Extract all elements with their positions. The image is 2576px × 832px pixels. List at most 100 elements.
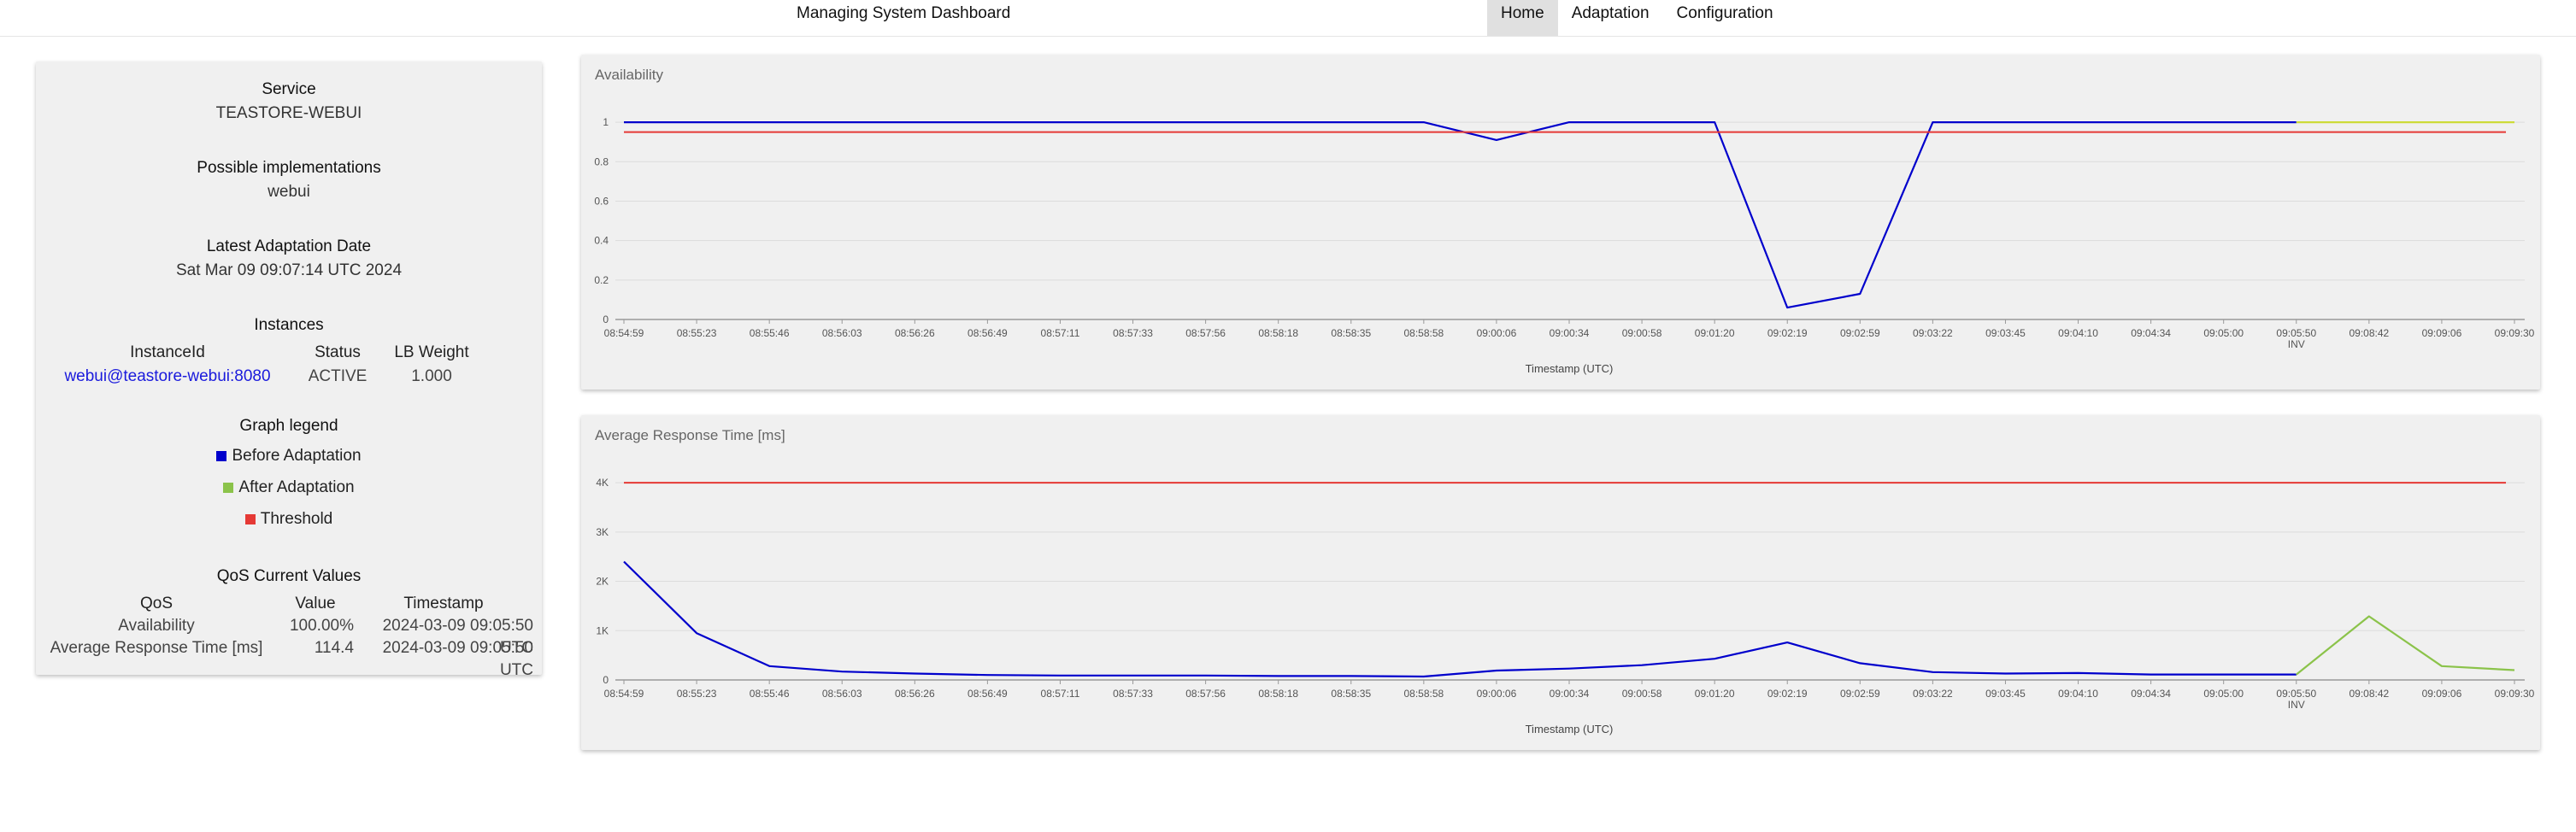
x-tick-sublabel: INV [2288,699,2305,711]
qos-timestamp: 2024-03-09 09:05:50 UTC [382,639,533,679]
legend-swatch-after [223,483,234,493]
x-tick-label: 08:57:11 [1041,688,1080,700]
app-title: Managing System Dashboard [797,4,1011,22]
series-line-before-adaptation [623,560,2297,678]
y-tick-label: 0 [603,674,609,686]
x-tick-label: 08:56:49 [967,327,1008,339]
x-tick-sublabel: INV [2288,338,2305,350]
qos-title: QoS Current Values [216,567,362,585]
instance-weight: 1.000 [411,367,452,385]
x-tick-label: 08:57:56 [1185,688,1226,700]
nav-home[interactable]: Home [1487,0,1558,36]
x-tick-label: 08:57:33 [1113,327,1153,339]
x-axis-title: Timestamp (UTC) [1526,723,1614,735]
instance-status: ACTIVE [308,367,368,385]
instance-link[interactable]: webui@teastore-webui:8080 [64,367,271,385]
availability-chart-card: Availability 0 0.2 0.4 0.6 0.8 1 08:54:59 08:55… [581,55,2540,390]
x-tick-label: 09:04:34 [2131,327,2171,339]
x-tick-label: 08:56:49 [967,688,1008,700]
x-tick-label: 09:03:22 [1913,688,1953,700]
y-tick-label: 0.4 [594,235,609,247]
x-tick-label: 09:01:20 [1695,688,1735,700]
x-tick-label: 09:05:50 [2276,688,2316,700]
x-axis-title: Timestamp (UTC) [1526,362,1614,375]
x-tick-label: 09:09:06 [2422,688,2462,700]
x-tick-label: 09:05:00 [2203,327,2244,339]
x-tick-label: 08:56:26 [895,688,935,700]
instances-title-wrap: Instances [36,316,542,335]
x-tick-label: 09:00:58 [1622,327,1662,339]
qos-header-timestamp: Timestamp [403,595,484,612]
x-tick-label: 08:55:46 [750,688,790,700]
series-line-before-adaptation [624,121,2297,309]
instances-title: Instances [254,316,324,334]
x-tick-label: 08:58:18 [1258,327,1298,339]
service-section: Service TEASTORE-WEBUI [36,80,542,123]
x-tick-label: 09:04:10 [2058,327,2098,339]
instances-table: InstanceId Status LB Weight webui@teasto… [36,343,542,386]
instance-id-cell: webui@teastore-webui:8080 [36,367,299,386]
y-tick-label: 1 [603,116,609,128]
legend-label-threshold: Threshold [260,510,333,528]
x-tick-label: 09:04:34 [2131,688,2171,700]
x-tick-label: 08:54:59 [604,327,644,339]
legend-title: Graph legend [239,417,338,435]
x-tick-label: 09:05:50 [2276,327,2316,339]
qos-header-name: QoS [139,595,173,612]
response-time-chart-card: Average Response Time [ms] 0 1K 2K 3K 4K 08:5… [581,415,2540,750]
x-tick-label: 08:56:03 [822,327,862,339]
qos-header-value: Value [295,595,336,612]
x-tick-label: 08:55:46 [750,327,790,339]
legend-swatch-before [216,451,227,461]
adaptation-date-value: Sat Mar 09 09:07:14 UTC 2024 [175,261,403,279]
x-tick-label: 09:08:42 [2349,688,2389,700]
x-tick-label: 08:58:58 [1403,688,1444,700]
x-tick-label: 09:08:42 [2349,327,2389,339]
response-time-chart: 0 1K 2K 3K 4K 08:54:59 08:55:23 08:55:46 08:56:0… [596,477,2534,735]
qos-table: QoS Value Timestamp Availability 100.00%… [36,593,542,679]
service-info-card: Service TEASTORE-WEBUI Possible implemen… [36,62,542,679]
x-tick-label: 09:09:30 [2495,327,2535,339]
y-tick-label: 0 [603,313,609,325]
legend-item-threshold: Threshold [36,510,542,529]
service-label: Service [262,80,316,98]
x-tick-label: 09:00:06 [1477,327,1517,339]
x-tick-label: 09:02:59 [1840,688,1880,700]
legend-item-before: Before Adaptation [36,447,542,466]
nav-configuration[interactable]: Configuration [1676,4,1773,22]
x-tick-label: 09:05:00 [2203,688,2244,700]
legend-swatch-threshold [244,514,256,524]
x-tick-label: 09:02:19 [1767,688,1808,700]
qos-value: 114.4 [314,639,354,657]
x-tick-label: 09:01:20 [1695,327,1735,339]
x-tick-label: 08:56:03 [822,688,862,700]
legend-section: Graph legend Before Adaptation After Ada… [36,417,542,529]
adaptation-date-label: Latest Adaptation Date [206,237,372,255]
instances-header-id: InstanceId [130,343,205,361]
main-nav: Home Adaptation Configuration [1487,0,1787,36]
qos-value: 100.00% [289,617,354,635]
chart-title: Average Response Time [ms] [595,427,785,443]
top-bar: Managing System Dashboard Home Adaptatio… [0,0,2576,37]
x-tick-label: 08:56:26 [895,327,935,339]
x-tick-label: 09:04:10 [2058,688,2098,700]
x-tick-label: 08:54:59 [604,688,644,700]
chart-title: Availability [595,67,664,83]
x-tick-label: 08:57:56 [1185,327,1226,339]
implementations-section: Possible implementations webui [36,159,542,202]
qos-title-wrap: QoS Current Values [36,567,542,586]
legend-label-before: Before Adaptation [232,447,362,465]
y-tick-label: 0.2 [594,274,609,286]
instances-header-row: InstanceId Status LB Weight [36,343,542,362]
nav-adaptation[interactable]: Adaptation [1571,4,1650,22]
x-tick-label: 08:58:35 [1331,327,1371,339]
x-tick-label: 08:57:11 [1041,327,1080,339]
x-tick-label: 08:58:58 [1403,327,1444,339]
qos-name: Average Response Time [ms] [50,639,263,657]
x-tick-label: 08:57:33 [1113,688,1153,700]
legend-item-after: After Adaptation [36,478,542,497]
table-row: Average Response Time [ms] 114.4 2024-03… [36,637,542,679]
implementations-label: Possible implementations [197,159,381,177]
instances-header-weight: LB Weight [394,343,469,361]
x-tick-label: 09:00:34 [1550,327,1590,339]
